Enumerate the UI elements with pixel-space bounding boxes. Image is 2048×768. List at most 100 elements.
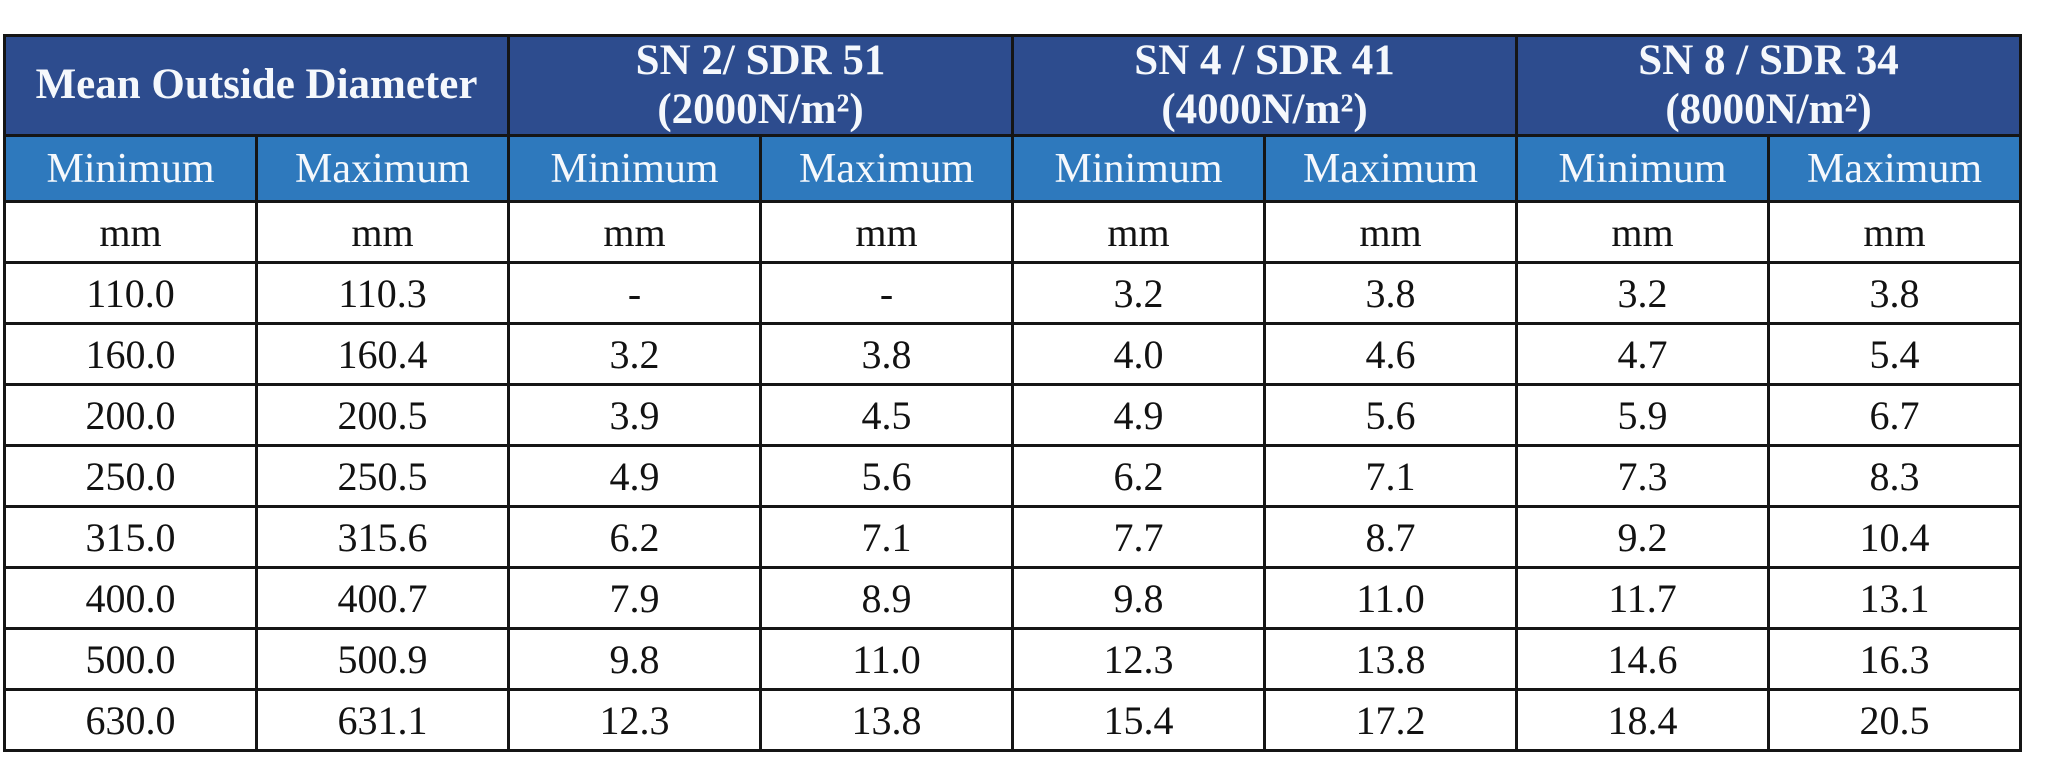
- data-cell: -: [759, 261, 1014, 325]
- data-cell: 3.2: [1011, 261, 1266, 325]
- data-cell: 12.3: [1011, 627, 1266, 691]
- data-cell: 13.8: [759, 688, 1014, 752]
- sub-header-max: Maximum: [1767, 134, 2022, 203]
- data-cell: 110.3: [255, 261, 510, 325]
- data-cell: 11.0: [759, 627, 1014, 691]
- data-cell: 18.4: [1515, 688, 1770, 752]
- data-cell: 631.1: [255, 688, 510, 752]
- data-cell: 5.6: [759, 444, 1014, 508]
- group-header-sn8-sdr34: SN 8 / SDR 34 (8000N/m²): [1515, 34, 2022, 137]
- unit-row: mm mm mm mm mm mm mm mm: [3, 200, 2022, 264]
- unit-cell: mm: [507, 200, 762, 264]
- sub-header-min: Minimum: [1011, 134, 1266, 203]
- table-row: 200.0 200.5 3.9 4.5 4.9 5.6 5.9 6.7: [3, 383, 2022, 447]
- unit-cell: mm: [1011, 200, 1266, 264]
- data-cell: 9.8: [507, 627, 762, 691]
- data-cell: 7.7: [1011, 505, 1266, 569]
- data-cell: 11.0: [1263, 566, 1518, 630]
- table-row: 250.0 250.5 4.9 5.6 6.2 7.1 7.3 8.3: [3, 444, 2022, 508]
- group-subtitle: (2000N/m²): [657, 85, 864, 133]
- sub-header-max: Maximum: [255, 134, 510, 203]
- data-cell: 14.6: [1515, 627, 1770, 691]
- group-header-sn4-sdr41: SN 4 / SDR 41 (4000N/m²): [1011, 34, 1518, 137]
- data-cell: 5.6: [1263, 383, 1518, 447]
- data-cell: 250.0: [3, 444, 258, 508]
- table-row: 315.0 315.6 6.2 7.1 7.7 8.7 9.2 10.4: [3, 505, 2022, 569]
- group-title: SN 4 / SDR 41: [1134, 37, 1395, 85]
- data-cell: 7.1: [1263, 444, 1518, 508]
- data-cell: 20.5: [1767, 688, 2022, 752]
- data-cell: 4.7: [1515, 322, 1770, 386]
- sub-header-max: Maximum: [759, 134, 1014, 203]
- data-cell: 3.8: [759, 322, 1014, 386]
- data-cell: 13.8: [1263, 627, 1518, 691]
- data-cell: 8.9: [759, 566, 1014, 630]
- data-cell: 13.1: [1767, 566, 2022, 630]
- data-cell: 4.9: [507, 444, 762, 508]
- pipe-dimensions-table: Mean Outside Diameter SN 2/ SDR 51 (2000…: [3, 34, 2022, 752]
- data-cell: 9.8: [1011, 566, 1266, 630]
- data-cell: 500.9: [255, 627, 510, 691]
- unit-cell: mm: [1263, 200, 1518, 264]
- sub-header-min: Minimum: [507, 134, 762, 203]
- data-cell: -: [507, 261, 762, 325]
- data-cell: 4.5: [759, 383, 1014, 447]
- data-cell: 17.2: [1263, 688, 1518, 752]
- data-cell: 630.0: [3, 688, 258, 752]
- data-cell: 315.6: [255, 505, 510, 569]
- data-cell: 4.6: [1263, 322, 1518, 386]
- data-cell: 250.5: [255, 444, 510, 508]
- data-cell: 160.0: [3, 322, 258, 386]
- sub-header-row: Minimum Maximum Minimum Maximum Minimum …: [3, 134, 2022, 203]
- unit-cell: mm: [1767, 200, 2022, 264]
- data-cell: 6.2: [507, 505, 762, 569]
- data-cell: 160.4: [255, 322, 510, 386]
- data-cell: 5.4: [1767, 322, 2022, 386]
- data-cell: 200.0: [3, 383, 258, 447]
- data-cell: 16.3: [1767, 627, 2022, 691]
- data-cell: 11.7: [1515, 566, 1770, 630]
- group-subtitle: (4000N/m²): [1161, 85, 1368, 133]
- unit-cell: mm: [759, 200, 1014, 264]
- data-cell: 5.9: [1515, 383, 1770, 447]
- data-cell: 400.0: [3, 566, 258, 630]
- data-cell: 7.9: [507, 566, 762, 630]
- data-cell: 315.0: [3, 505, 258, 569]
- data-cell: 4.0: [1011, 322, 1266, 386]
- data-cell: 10.4: [1767, 505, 2022, 569]
- table-row: 160.0 160.4 3.2 3.8 4.0 4.6 4.7 5.4: [3, 322, 2022, 386]
- group-title: SN 2/ SDR 51: [635, 37, 886, 85]
- data-cell: 6.2: [1011, 444, 1266, 508]
- table-row: 110.0 110.3 - - 3.2 3.8 3.2 3.8: [3, 261, 2022, 325]
- group-header-mean-outside-diameter: Mean Outside Diameter: [3, 34, 510, 137]
- group-title: SN 8 / SDR 34: [1638, 37, 1899, 85]
- sub-header-min: Minimum: [3, 134, 258, 203]
- group-header-row: Mean Outside Diameter SN 2/ SDR 51 (2000…: [3, 34, 2022, 137]
- unit-cell: mm: [3, 200, 258, 264]
- data-cell: 12.3: [507, 688, 762, 752]
- data-cell: 7.3: [1515, 444, 1770, 508]
- data-cell: 8.3: [1767, 444, 2022, 508]
- data-cell: 200.5: [255, 383, 510, 447]
- data-cell: 4.9: [1011, 383, 1266, 447]
- table-row: 630.0 631.1 12.3 13.8 15.4 17.2 18.4 20.…: [3, 688, 2022, 752]
- data-cell: 400.7: [255, 566, 510, 630]
- table-row: 400.0 400.7 7.9 8.9 9.8 11.0 11.7 13.1: [3, 566, 2022, 630]
- table-row: 500.0 500.9 9.8 11.0 12.3 13.8 14.6 16.3: [3, 627, 2022, 691]
- data-cell: 500.0: [3, 627, 258, 691]
- data-cell: 7.1: [759, 505, 1014, 569]
- data-cell: 8.7: [1263, 505, 1518, 569]
- unit-cell: mm: [255, 200, 510, 264]
- data-cell: 110.0: [3, 261, 258, 325]
- group-header-sn2-sdr51: SN 2/ SDR 51 (2000N/m²): [507, 34, 1014, 137]
- data-cell: 3.2: [1515, 261, 1770, 325]
- data-cell: 3.9: [507, 383, 762, 447]
- sub-header-min: Minimum: [1515, 134, 1770, 203]
- data-cell: 3.2: [507, 322, 762, 386]
- group-title: Mean Outside Diameter: [35, 61, 478, 109]
- data-cell: 6.7: [1767, 383, 2022, 447]
- data-cell: 15.4: [1011, 688, 1266, 752]
- group-subtitle: (8000N/m²): [1665, 85, 1872, 133]
- sub-header-max: Maximum: [1263, 134, 1518, 203]
